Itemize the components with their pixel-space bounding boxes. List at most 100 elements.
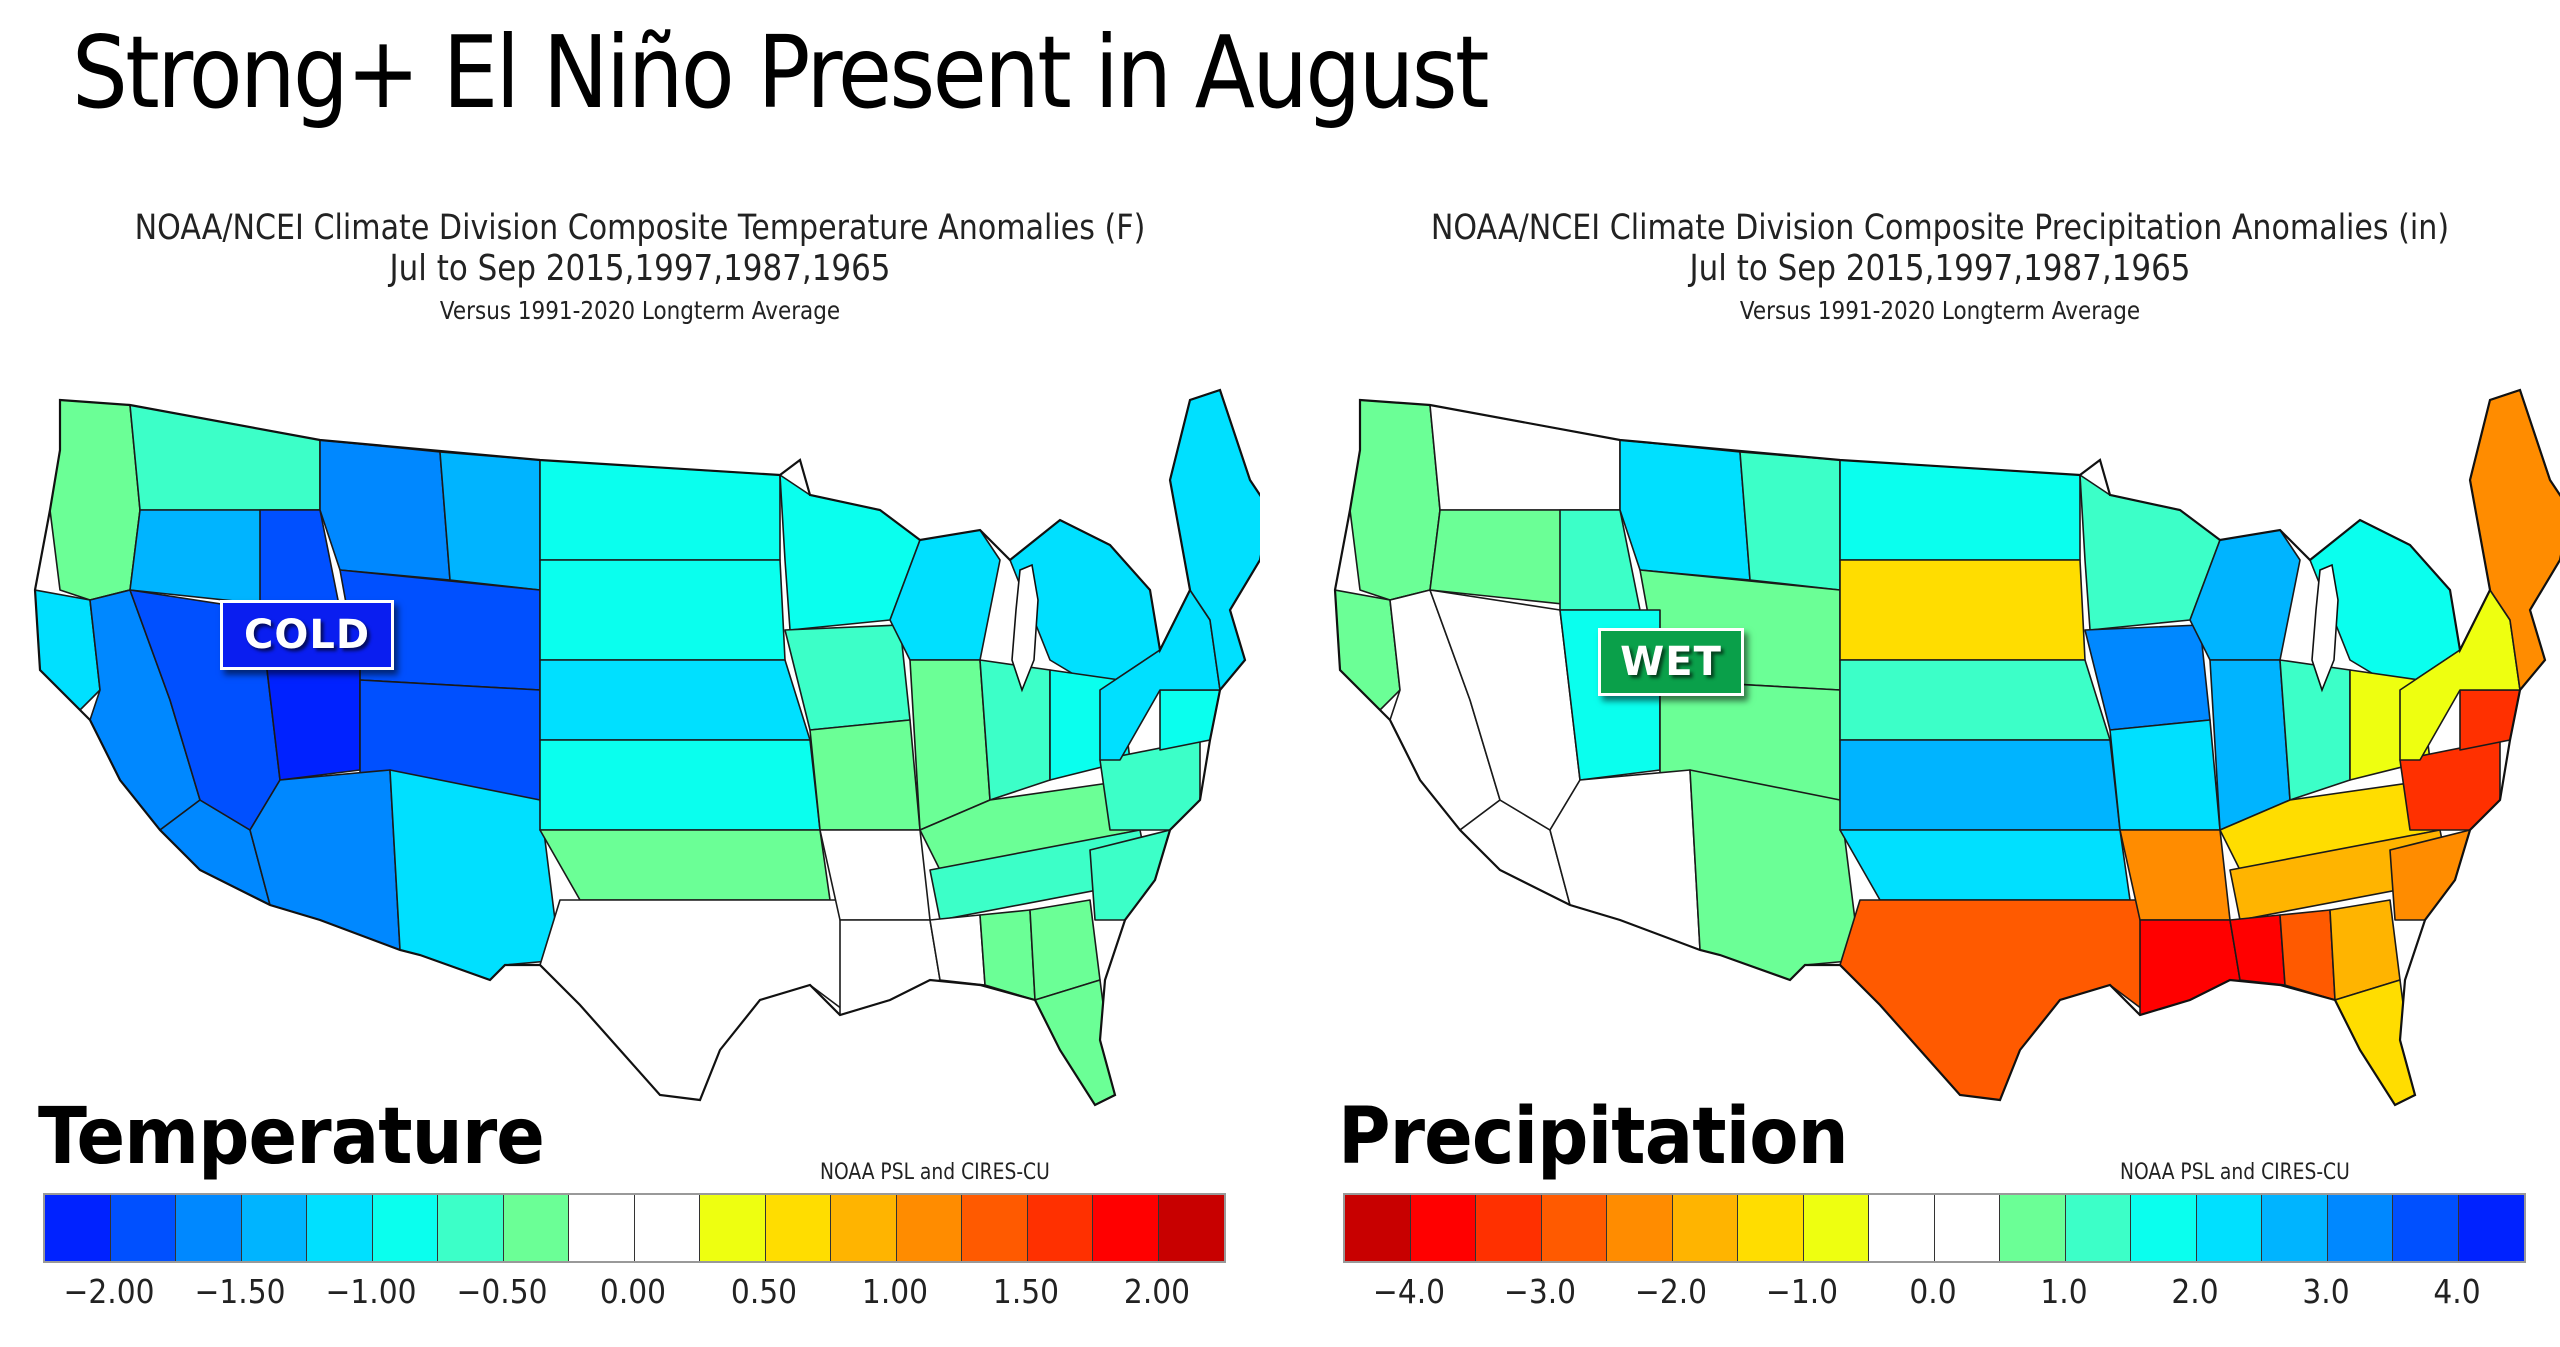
wet-badge: WET [1598, 628, 1744, 696]
legend-swatch [700, 1195, 766, 1261]
legend-tick-label: 2.0 [2170, 1272, 2219, 1311]
map-period: Jul to Sep 2015,1997,1987,1965 [389, 248, 891, 289]
cold-badge: COLD [220, 600, 394, 670]
legend-swatch [176, 1195, 242, 1261]
legend-swatch [1541, 1195, 1607, 1261]
climate-region-indiana [2279, 659, 2351, 801]
climate-region-north-dakota [539, 459, 781, 561]
legend-swatch [1803, 1195, 1869, 1261]
climate-region-washington-interior [129, 404, 321, 511]
section-label: Precipitation [1338, 1092, 1849, 1182]
lake-michigan [1011, 563, 1039, 693]
legend-swatch [1738, 1195, 1804, 1261]
precipitation-panel: NOAA/NCEI Climate Division Composite Pre… [1320, 200, 2560, 1340]
climate-region-arkansas [819, 829, 931, 921]
climate-region-nebraska [1839, 659, 2111, 741]
legend-tick-label: −3.0 [1503, 1272, 1576, 1311]
section-label: Temperature [38, 1092, 545, 1182]
legend-swatch [634, 1195, 700, 1261]
conus-outline [33, 388, 1260, 1107]
climate-region-oklahoma [539, 829, 831, 901]
map-title: NOAA/NCEI Climate Division Composite Pre… [1430, 208, 2450, 248]
climate-region-montana-west [1619, 439, 1751, 581]
legend-swatch [307, 1195, 373, 1261]
credit-text: NOAA PSL and CIRES-CU [820, 1160, 1050, 1185]
legend-swatch [765, 1195, 831, 1261]
legend-swatch [1027, 1195, 1093, 1261]
legend-tick-label: −4.0 [1372, 1272, 1445, 1311]
climate-region-pacific-northwest-coast [1349, 399, 1441, 601]
legend-swatch [2196, 1195, 2262, 1261]
climate-region-kansas [539, 739, 821, 831]
climate-region-missouri [809, 719, 921, 831]
legend-tick-label: −0.50 [455, 1272, 548, 1311]
climate-region-indiana [979, 659, 1051, 801]
legend-swatch [45, 1195, 111, 1261]
legend-swatch [110, 1195, 176, 1261]
climate-region-new-mexico [389, 769, 561, 981]
climate-region-new-mexico [1689, 769, 1861, 981]
legend-tick-label: 2.00 [1123, 1272, 1190, 1311]
legend-swatch [896, 1195, 962, 1261]
legend-tick-label: −1.50 [193, 1272, 286, 1311]
color-legend [43, 1193, 1226, 1263]
legend-swatch [503, 1195, 569, 1261]
legend-tick-label: 0.50 [730, 1272, 797, 1311]
legend-swatch [1869, 1195, 1935, 1261]
legend-swatch [569, 1195, 635, 1261]
legend-swatch [1476, 1195, 1542, 1261]
legend-tick-label: −2.0 [1634, 1272, 1707, 1311]
precipitation-anomaly-map [1333, 388, 2560, 1107]
legend-swatch [1934, 1195, 2000, 1261]
climate-region-missouri [2109, 719, 2221, 831]
legend-tick-label: −1.0 [1765, 1272, 1838, 1311]
legend-tick-label: 4.0 [2432, 1272, 2481, 1311]
climate-region-arkansas [2119, 829, 2231, 921]
legend-tick-label: 1.00 [861, 1272, 928, 1311]
climate-region-mid-atlantic [2459, 689, 2521, 751]
legend-swatch [1410, 1195, 1476, 1261]
legend-ticks: −2.00 −1.50 −1.00 −0.50 0.00 0.50 1.00 1.50 2.00 [43, 1272, 1223, 1312]
climate-region-south-dakota [1839, 559, 2086, 661]
climate-region-montana-east [439, 451, 541, 591]
legend-swatch [1093, 1195, 1159, 1261]
slide-title: Strong+ El Niño Present in August [72, 14, 1490, 131]
climate-region-south-dakota [539, 559, 786, 661]
climate-region-montana-west [319, 439, 451, 581]
conus-outline [1333, 388, 2560, 1107]
lake-michigan [2311, 563, 2339, 693]
climate-region-oklahoma [1839, 829, 2131, 901]
climate-region-pacific-northwest-coast [49, 399, 141, 601]
legend-swatch [372, 1195, 438, 1261]
legend-swatch [2262, 1195, 2328, 1261]
credit-text: NOAA PSL and CIRES-CU [2120, 1160, 2350, 1185]
legend-tick-label: 3.0 [2301, 1272, 2350, 1311]
legend-ticks: −4.0 −3.0 −2.0 −1.0 0.0 1.0 2.0 3.0 4.0 [1343, 1272, 2523, 1312]
legend-tick-label: 1.0 [2039, 1272, 2088, 1311]
map-title: NOAA/NCEI Climate Division Composite Tem… [134, 208, 1146, 248]
legend-swatch [1158, 1195, 1224, 1261]
legend-swatch [2458, 1195, 2524, 1261]
climate-region-washington-interior [1429, 404, 1621, 511]
legend-swatch [2327, 1195, 2393, 1261]
legend-swatch [1672, 1195, 1738, 1261]
map-baseline: Versus 1991-2020 Longterm Average [1739, 296, 2141, 325]
legend-swatch [1607, 1195, 1673, 1261]
climate-region-kansas [1839, 739, 2121, 831]
climate-region-texas [539, 899, 851, 1101]
legend-swatch [1345, 1195, 1411, 1261]
color-legend [1343, 1193, 2526, 1263]
climate-region-north-dakota [1839, 459, 2081, 561]
climate-region-texas [1839, 899, 2151, 1101]
legend-swatch [438, 1195, 504, 1261]
map-baseline: Versus 1991-2020 Longterm Average [439, 296, 841, 325]
legend-swatch [2131, 1195, 2197, 1261]
legend-swatch [2065, 1195, 2131, 1261]
legend-swatch [831, 1195, 897, 1261]
legend-swatch [962, 1195, 1028, 1261]
legend-tick-label: −1.00 [324, 1272, 417, 1311]
climate-region-nebraska [539, 659, 811, 741]
legend-tick-label: 0.0 [1908, 1272, 1957, 1311]
temperature-panel: NOAA/NCEI Climate Division Composite Tem… [20, 200, 1260, 1340]
climate-region-montana-east [1739, 451, 1841, 591]
